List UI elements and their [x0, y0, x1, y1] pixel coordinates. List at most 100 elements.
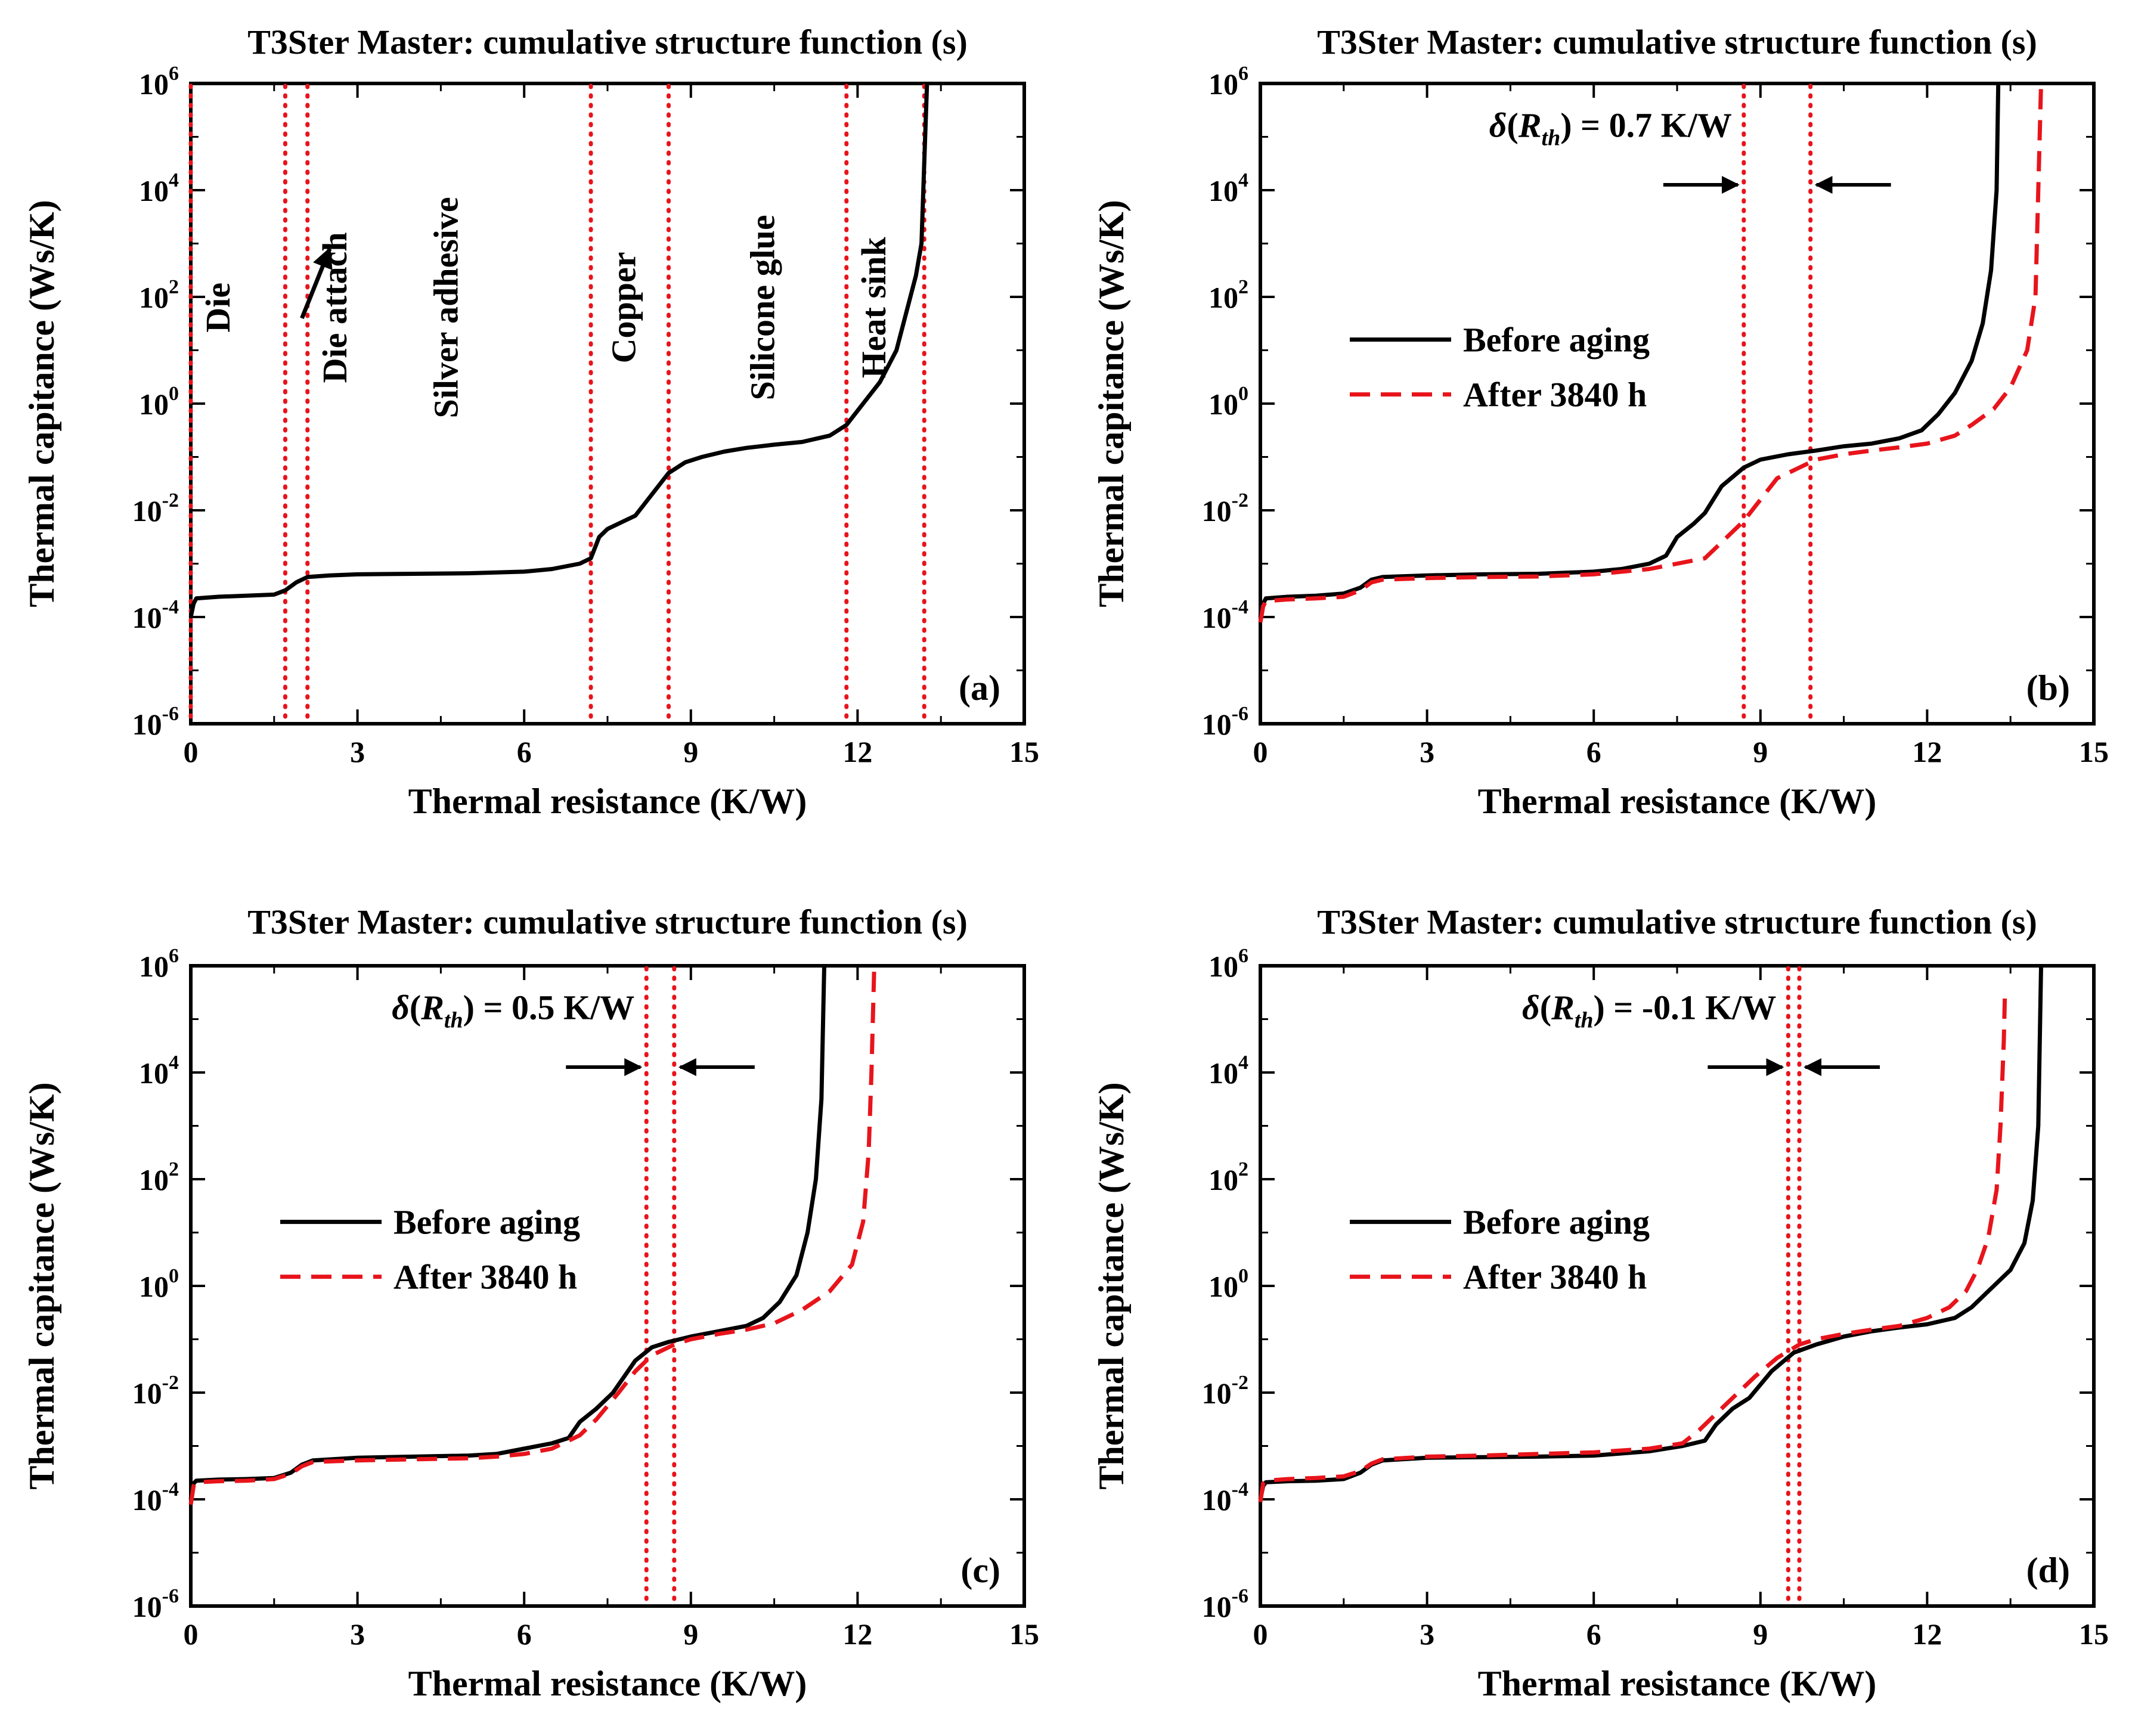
y-tick-base: 10	[139, 174, 169, 207]
x-tick-label: 6	[517, 1617, 532, 1651]
y-tick-base: 10	[1202, 708, 1232, 741]
y-tick-exponent: 4	[169, 169, 179, 191]
y-tick-base: 10	[132, 708, 162, 741]
delta-symbol: δ	[1489, 106, 1507, 145]
x-tick-label: 3	[1420, 735, 1434, 768]
x-tick-label: 15	[1009, 1617, 1039, 1651]
region-label: Copper	[605, 252, 643, 363]
y-tick-label: 10-4	[1202, 1478, 1248, 1517]
delta-r: R	[1551, 988, 1575, 1027]
region-label: Die attach	[315, 232, 354, 383]
delta-paren-close: ) =	[463, 988, 512, 1027]
x-tick-label: 12	[1912, 735, 1942, 768]
y-tick-base: 10	[139, 1270, 169, 1303]
x-tick-label: 3	[350, 1617, 365, 1651]
y-tick-base: 10	[132, 1377, 162, 1410]
y-tick-label: 104	[139, 1052, 179, 1090]
y-tick-exponent: -2	[1232, 1372, 1248, 1394]
region-label: Silicone glue	[743, 215, 782, 400]
x-tick-label: 9	[683, 1617, 698, 1651]
y-tick-exponent: 4	[1238, 1052, 1248, 1074]
series-line-before	[1258, 83, 2001, 618]
y-tick-exponent: 2	[1238, 1158, 1248, 1180]
y-tick-base: 10	[1208, 950, 1238, 983]
delta-paren-open: (	[1540, 988, 1551, 1027]
y-tick-label: 106	[1208, 63, 1248, 101]
panel-label: (b)	[2026, 668, 2070, 708]
y-tick-label: 10-4	[132, 1478, 179, 1517]
region-label: Heat sink	[854, 237, 893, 379]
series-line-before	[1258, 965, 2043, 1500]
y-tick-label: 10-2	[132, 1372, 179, 1410]
y-tick-exponent: 6	[169, 945, 179, 967]
y-tick-exponent: -4	[1232, 1478, 1248, 1501]
y-tick-exponent: -6	[162, 703, 179, 725]
y-tick-label: 106	[139, 945, 179, 983]
y-tick-base: 10	[1208, 281, 1238, 314]
x-tick-label: 9	[1753, 1617, 1768, 1651]
region-label: Die	[199, 283, 237, 333]
y-tick-base: 10	[139, 281, 169, 314]
y-tick-label: 10-4	[132, 596, 179, 634]
series-line-after	[1258, 83, 2043, 623]
annotation-arrow	[300, 247, 333, 320]
x-tick-label: 15	[2079, 735, 2109, 768]
region-label: Silver adhesive	[426, 197, 465, 418]
y-tick-base: 10	[132, 494, 162, 528]
y-tick-label: 10-2	[1202, 489, 1248, 528]
y-tick-exponent: 4	[1238, 169, 1248, 191]
y-tick-base: 10	[1208, 1163, 1238, 1196]
x-tick-label: 6	[1586, 735, 1601, 768]
legend-label: Before aging	[393, 1203, 580, 1242]
y-tick-base: 10	[1208, 1056, 1238, 1090]
y-tick-exponent: 2	[169, 1158, 179, 1180]
chart-panels: T3Ster Master: cumulative structure func…	[22, 23, 2109, 1703]
x-axis-label: Thermal resistance (K/W)	[1478, 782, 1877, 821]
x-tick-label: 6	[1586, 1617, 1601, 1651]
y-tick-base: 10	[139, 388, 169, 421]
x-tick-label: 15	[2079, 1617, 2109, 1651]
panel-label: (d)	[2026, 1551, 2070, 1590]
x-tick-label: 12	[842, 735, 872, 768]
x-tick-label: 9	[1753, 735, 1768, 768]
delta-paren-close: ) =	[1560, 106, 1609, 145]
y-tick-exponent: 0	[1238, 1265, 1248, 1287]
y-tick-exponent: -6	[1232, 1585, 1248, 1607]
y-tick-label: 10-6	[132, 703, 179, 741]
delta-value: 0.5 K/W	[512, 988, 634, 1027]
panel-label: (c)	[960, 1551, 1000, 1590]
plot-frame	[189, 964, 1026, 1608]
y-axis-label: Thermal capitance (Ws/K)	[1092, 200, 1131, 607]
chart-panel-1: T3Ster Master: cumulative structure func…	[22, 23, 1039, 821]
x-tick-label: 9	[683, 735, 698, 768]
y-tick-exponent: -4	[1232, 596, 1248, 618]
y-tick-label: 104	[1208, 169, 1248, 207]
y-tick-base: 10	[139, 1163, 169, 1196]
y-tick-base: 10	[1208, 67, 1238, 101]
y-tick-base: 10	[139, 950, 169, 983]
y-tick-label: 10-6	[132, 1585, 179, 1623]
y-tick-exponent: 6	[1238, 63, 1248, 85]
y-tick-exponent: -2	[162, 489, 179, 512]
panel-label: (a)	[959, 668, 1000, 708]
y-tick-base: 10	[1202, 1483, 1232, 1517]
delta-subscript: th	[1575, 1008, 1594, 1033]
y-tick-exponent: -6	[162, 1585, 179, 1607]
y-tick-label: 100	[1208, 1265, 1248, 1303]
y-tick-label: 102	[1208, 1158, 1248, 1196]
y-tick-exponent: 6	[169, 63, 179, 85]
y-tick-label: 100	[139, 1265, 179, 1303]
x-tick-label: 0	[184, 735, 199, 768]
y-tick-base: 10	[1202, 1377, 1232, 1410]
y-tick-base: 10	[1208, 388, 1238, 421]
y-tick-base: 10	[132, 1483, 162, 1517]
y-tick-label: 102	[139, 1158, 179, 1196]
y-tick-exponent: 2	[169, 276, 179, 298]
x-tick-label: 6	[517, 735, 532, 768]
x-tick-label: 0	[1253, 735, 1268, 768]
delta-value: 0.7 K/W	[1609, 106, 1732, 145]
delta-value: -0.1 K/W	[1642, 988, 1777, 1027]
legend-label: Before aging	[1463, 1203, 1650, 1242]
delta-symbol: δ	[1522, 988, 1540, 1027]
